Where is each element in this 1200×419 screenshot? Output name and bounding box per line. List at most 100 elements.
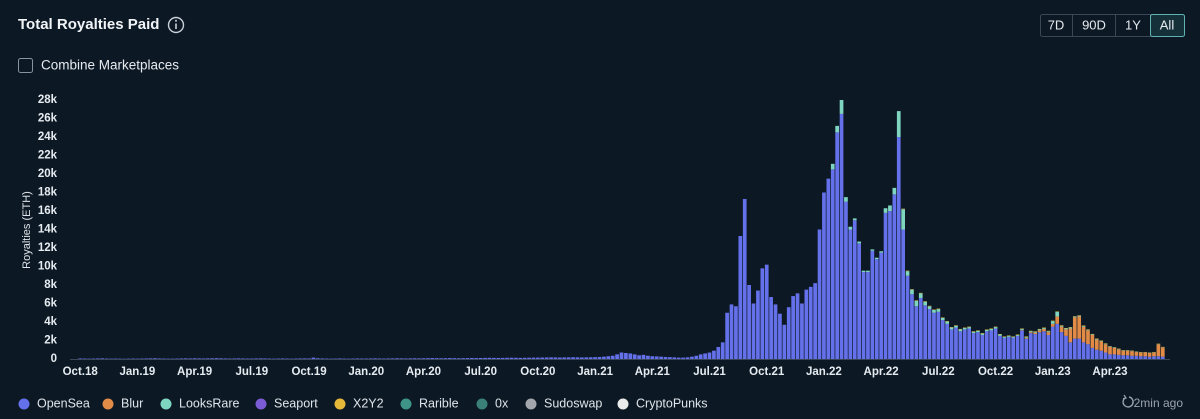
bar-segment: [452, 358, 457, 359]
bar-segment: [1143, 352, 1148, 357]
range-button[interactable]: 1Y: [1125, 17, 1141, 32]
bar-segment: [888, 211, 892, 359]
bar-segment: [650, 356, 655, 359]
bar-segment: [1024, 338, 1029, 359]
bar-segment: [681, 357, 685, 359]
bar-segment: [1011, 336, 1016, 338]
legend-swatch: [525, 398, 537, 410]
bar-segment: [905, 271, 910, 276]
bar-segment: [923, 301, 928, 306]
bar-segment: [1112, 354, 1117, 359]
bar-segment: [1068, 342, 1073, 359]
bar-segment: [694, 355, 699, 359]
legend-label: Blur: [121, 396, 143, 410]
bar-segment: [562, 357, 567, 359]
bar-segment: [1042, 328, 1046, 332]
updated-label: 2min ago: [1134, 396, 1184, 410]
x-tick-label: Jul.19: [236, 366, 269, 378]
bar-segment: [421, 358, 426, 359]
bar-segment: [390, 358, 395, 359]
bar-segment: [337, 358, 342, 359]
range-button[interactable]: 7D: [1048, 17, 1065, 32]
bar-segment: [461, 358, 465, 359]
bar-segment: [962, 328, 967, 330]
bar-segment: [1055, 311, 1060, 317]
bar-segment: [918, 297, 923, 359]
bar-segment: [971, 333, 976, 359]
bar-segment: [958, 331, 963, 359]
bar-segment: [1011, 337, 1016, 359]
bar-segment: [606, 356, 611, 359]
bar-segment: [892, 187, 897, 195]
x-tick-label: Jan.21: [577, 366, 613, 378]
bar-segment: [355, 358, 360, 359]
bar-segment: [1006, 336, 1011, 359]
bar-segment: [707, 352, 712, 359]
bar-segment: [597, 356, 602, 359]
bar-segment: [1094, 339, 1099, 340]
chart-title: Total Royalties Paid: [18, 16, 159, 33]
bar-segment: [430, 358, 435, 359]
range-button[interactable]: 90D: [1082, 17, 1106, 32]
bar-segment: [399, 358, 404, 359]
bar-segment: [989, 330, 994, 359]
legend-swatch: [400, 398, 412, 410]
x-tick-label: Oct.22: [978, 366, 1013, 378]
x-tick-label: Oct.18: [63, 366, 99, 378]
bar-segment: [584, 357, 589, 359]
bar-segment: [945, 321, 950, 324]
bar-segment: [958, 329, 963, 332]
bar-segment: [984, 331, 989, 359]
bar-segment: [426, 358, 430, 359]
bar-segment: [1077, 315, 1082, 317]
bar-segment: [795, 293, 800, 359]
bar-segment: [998, 334, 1002, 336]
range-selector: 7D 90D 1Y All: [1040, 14, 1185, 37]
bar-segment: [998, 335, 1002, 359]
bar-segment: [540, 357, 545, 359]
bar-segment: [1143, 356, 1148, 359]
range-button[interactable]: All: [1160, 17, 1175, 32]
bar-segment: [315, 358, 320, 359]
bar-segment: [448, 358, 452, 359]
bar-segment: [205, 358, 210, 359]
refresh-icon[interactable]: [1122, 394, 1134, 408]
y-tick-label: 26k: [38, 113, 58, 125]
bar-segment: [1081, 326, 1086, 343]
bar-segment: [773, 304, 778, 359]
bar-segment: [857, 241, 861, 244]
bar-segment: [808, 286, 813, 359]
bar-segment: [936, 309, 941, 312]
bar-segment: [896, 137, 901, 359]
legend-swatch: [476, 398, 488, 410]
bar-segment: [1081, 342, 1086, 359]
bar-segment: [183, 358, 188, 359]
y-tick-label: 18k: [38, 187, 58, 199]
checkbox[interactable]: [18, 58, 33, 73]
info-icon[interactable]: [167, 16, 185, 34]
bar-segment: [179, 358, 184, 359]
bar-segment: [940, 320, 945, 359]
bar-segment: [1094, 339, 1099, 350]
bar-segment: [905, 275, 910, 359]
bar-segment: [1090, 347, 1095, 359]
bar-segment: [1099, 350, 1104, 359]
legend-swatch: [18, 398, 30, 410]
bar-segment: [1046, 331, 1051, 333]
y-tick-label: 0: [51, 353, 57, 365]
legend-label: X2Y2: [353, 396, 384, 410]
checkbox-label[interactable]: Combine Marketplaces: [41, 58, 179, 73]
bar-segment: [1156, 356, 1161, 359]
bar-segment: [659, 356, 663, 359]
bar-segment: [734, 306, 738, 359]
bar-segment: [1064, 328, 1068, 330]
bar-segment: [676, 357, 681, 359]
bar-segment: [1134, 355, 1139, 359]
bar-segment: [307, 358, 311, 359]
bar-segment: [786, 307, 791, 359]
x-tick-label: Oct.21: [749, 366, 785, 378]
bar-segment: [668, 357, 672, 359]
bar-segment: [553, 357, 558, 359]
x-tick-label: Apr.22: [864, 366, 899, 378]
